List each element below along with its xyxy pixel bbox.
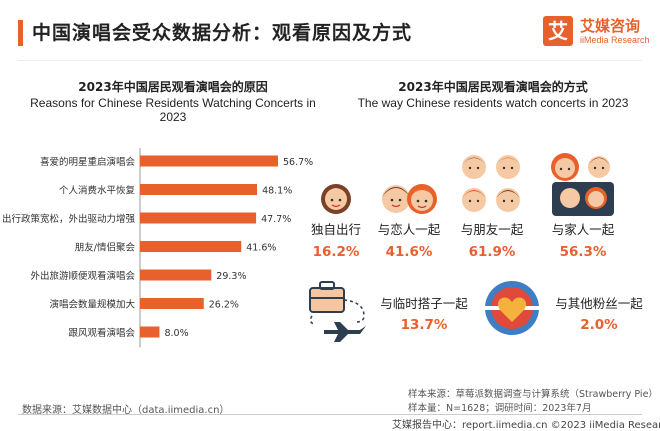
bar — [140, 326, 160, 338]
logo-text-en: iiMedia Research — [580, 35, 650, 45]
bar-category-label: 出行政策宽松，外出驱动力增强 — [2, 213, 136, 225]
title-accent-bar — [18, 20, 23, 46]
bar — [140, 241, 242, 252]
way-value-lover: 41.6% — [385, 244, 433, 260]
reasons-chart-subtitle: Reasons for Chinese Residents Watching C… — [30, 96, 316, 124]
header-divider — [18, 60, 642, 61]
ways-panel-subtitle: The way Chinese residents watch concerts… — [357, 96, 629, 110]
bar-value-label: 41.6% — [246, 243, 276, 254]
footer-divider — [18, 414, 642, 415]
single-person-icon — [321, 184, 351, 214]
bar-value-label: 29.3% — [216, 271, 246, 282]
way-label-family: 与家人一起 — [551, 222, 615, 237]
luggage-plane-icon — [309, 281, 366, 342]
way-value-family: 56.3% — [559, 244, 607, 260]
bar-value-label: 8.0% — [164, 328, 188, 339]
iimedia-logo-icon: 艾 — [543, 16, 573, 46]
bar-category-label: 演唱会数量规模加大 — [49, 299, 135, 311]
bar-category-label: 外出旅游顺便观看演唱会 — [30, 270, 135, 282]
fan-heart-badge-icon — [485, 281, 539, 335]
way-label-temp-partner: 与临时搭子一起 — [380, 296, 468, 311]
friends-group-icon — [462, 155, 520, 212]
sample-size: 样本量：N=1628；调研时间：2023年7月 — [408, 403, 592, 414]
way-value-temp-partner: 13.7% — [400, 317, 448, 333]
way-label-lover: 与恋人一起 — [377, 222, 441, 237]
sample-source: 样本来源：草莓派数据调查与计算系统（Strawberry Pie） — [408, 389, 658, 400]
report-center-footer: 艾媒报告中心：report.iimedia.cn ©2023 iiMedia R… — [392, 420, 660, 431]
family-group-icon — [551, 153, 614, 216]
bar-category-label: 朋友/情侣聚会 — [75, 242, 136, 254]
reasons-bar-chart: 喜爱的明星重启演唱会 56.7% 个人消费水平恢复 48.1% 出行政策宽松，外出驱动力… — [2, 148, 313, 348]
bar-category-label: 跟风观看演唱会 — [68, 327, 135, 339]
way-label-friends: 与朋友一起 — [460, 222, 524, 237]
way-value-friends: 61.9% — [468, 244, 516, 260]
bar-value-label: 56.7% — [283, 157, 313, 168]
bar-category-label: 个人消费水平恢复 — [59, 185, 136, 197]
bar — [140, 269, 212, 281]
way-label-alone: 独自出行 — [310, 222, 361, 237]
couple-icon — [382, 184, 437, 214]
bar — [140, 298, 204, 309]
way-value-other-fans: 2.0% — [580, 317, 618, 333]
way-value-alone: 16.2% — [312, 244, 360, 260]
bar — [140, 155, 278, 167]
reasons-chart-title: 2023年中国居民观看演唱会的原因 — [78, 80, 268, 94]
way-label-other-fans: 与其他粉丝一起 — [555, 296, 643, 311]
bar-category-label: 喜爱的明星重启演唱会 — [40, 156, 136, 168]
ways-panel-title: 2023年中国居民观看演唱会的方式 — [398, 80, 588, 94]
logo-text-cn: 艾媒咨询 — [580, 17, 641, 35]
bar-value-label: 26.2% — [209, 300, 239, 311]
data-source: 数据来源：艾媒数据中心（data.iimedia.cn） — [22, 405, 230, 416]
bar — [140, 212, 257, 224]
bar — [140, 184, 258, 195]
bar-value-label: 48.1% — [262, 186, 292, 197]
page-title: 中国演唱会受众数据分析：观看原因及方式 — [32, 22, 413, 44]
bar-value-label: 47.7% — [261, 214, 291, 225]
